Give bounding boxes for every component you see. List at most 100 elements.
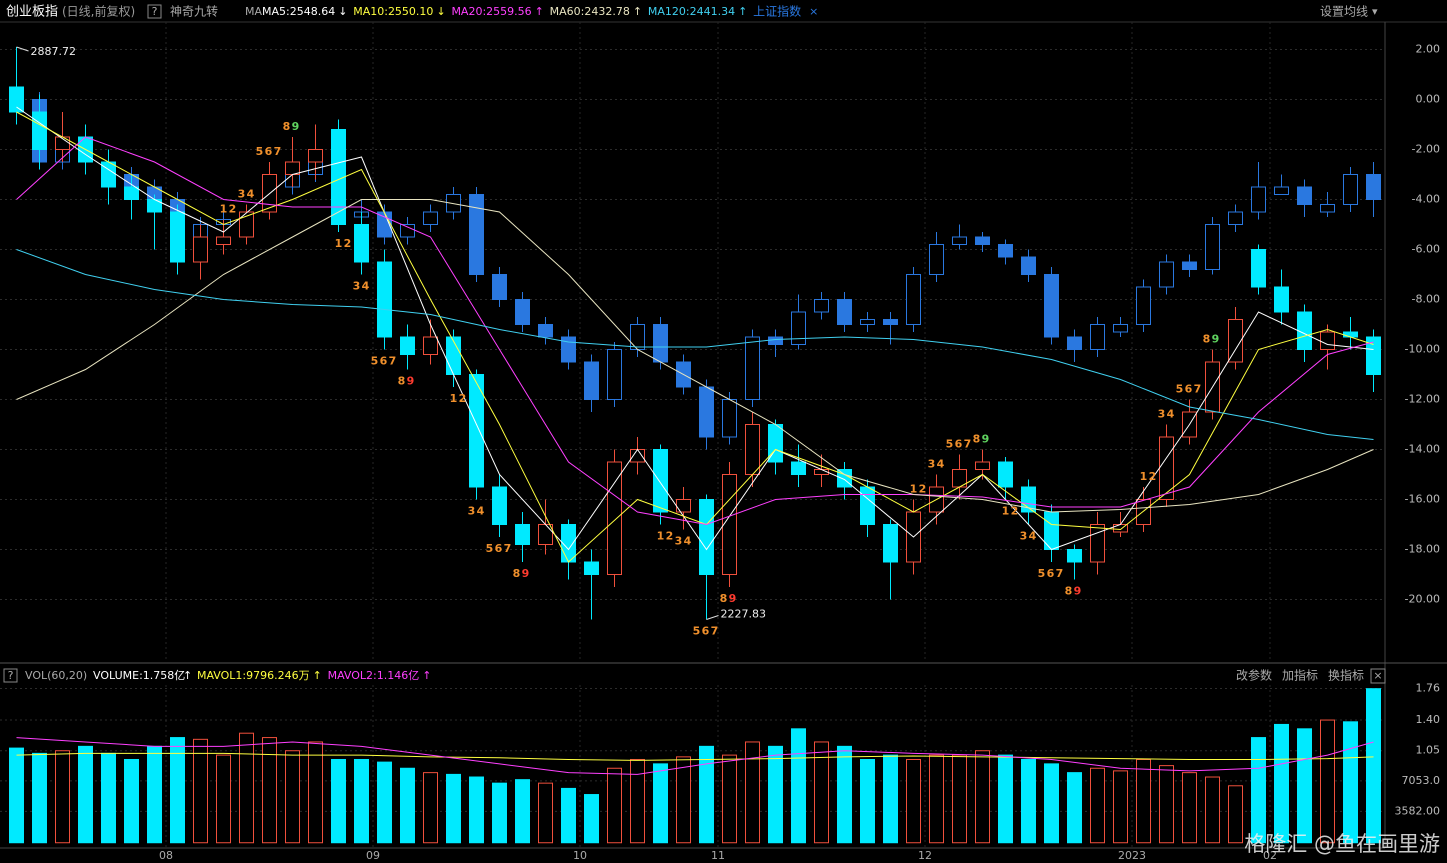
candle-body (216, 236, 231, 245)
candle-body (193, 236, 208, 263)
ma-legend: MA10:2550.10 (353, 5, 433, 18)
td-label: 7 (389, 355, 397, 368)
volume-bar (170, 737, 185, 844)
ma-line (16, 249, 1374, 440)
ma-trend: ↓ (338, 5, 347, 18)
ma-line (16, 752, 1374, 761)
ma-line (16, 136, 1374, 526)
ma-tag: MA (245, 5, 262, 18)
candle-body (745, 336, 760, 400)
candle-body (538, 524, 553, 545)
ma-line (16, 199, 1374, 513)
ma-legend: MA120:2441.34 (648, 5, 735, 18)
candle-body (400, 336, 415, 355)
ma-trend: ↓ (436, 5, 445, 18)
y-tick-label: 7053.0 (1402, 774, 1441, 787)
td-label: 3 (1020, 530, 1028, 543)
volume-bar (906, 758, 921, 844)
volume-bar (9, 747, 24, 844)
volume-line-trend: ↑ (313, 669, 322, 682)
td-label: 2 (229, 203, 237, 216)
td-label: 7 (964, 438, 972, 451)
volume-bar (101, 752, 116, 844)
volume-line-trend: ↑ (422, 669, 431, 682)
td-label: 9 (1212, 333, 1220, 346)
ma-legend: MA5:2548.64 (262, 5, 335, 18)
help-box[interactable] (3, 668, 18, 683)
candle-body (1021, 256, 1036, 275)
close-volume[interactable]: × (1373, 669, 1382, 682)
x-tick-label: 09 (366, 849, 380, 862)
volume-bar (446, 773, 461, 844)
td-label: 7 (504, 542, 512, 555)
volume-bar (952, 754, 967, 844)
volume-bar (1251, 737, 1266, 844)
td-label: 8 (973, 433, 981, 446)
candle-body (906, 274, 921, 325)
td-label: 4 (937, 458, 945, 471)
td-label: 3 (353, 280, 361, 293)
td-label: 6 (955, 438, 963, 451)
candle-body (1044, 274, 1059, 338)
close-box[interactable] (1370, 668, 1386, 684)
td-label: 4 (247, 188, 255, 201)
y-tick-label: 0.00 (1416, 93, 1441, 106)
candle-body (1297, 186, 1312, 205)
candle-body (745, 424, 760, 475)
td-label: 8 (513, 567, 521, 580)
candle-body (1159, 261, 1174, 288)
td-label: 2 (459, 392, 467, 405)
volume-bar (676, 756, 691, 844)
overlay-close[interactable]: × (809, 5, 818, 18)
volume-trend: ↑ (183, 669, 192, 682)
td-label: 3 (468, 505, 476, 518)
overlay-name[interactable]: 上证指数 (753, 4, 801, 19)
candle-body (1182, 261, 1197, 270)
volume-bar (55, 750, 70, 844)
volume-bar (1044, 763, 1059, 844)
volume-bar (814, 741, 829, 844)
candle-body (423, 211, 438, 225)
y-tick-label: -4.00 (1412, 193, 1440, 206)
help[interactable]: ? (152, 5, 158, 18)
td-label: 3 (928, 458, 936, 471)
td-label: 8 (398, 375, 406, 388)
td-label: 2 (1011, 505, 1019, 518)
panel-button[interactable]: 加指标 (1282, 668, 1318, 683)
ma-legend: MA20:2559.56 (451, 5, 531, 18)
candle-body (860, 486, 875, 525)
volume-bar (1320, 719, 1335, 844)
td-label: 4 (477, 505, 485, 518)
candle-body (1274, 186, 1289, 195)
candle-body (1343, 174, 1358, 205)
volume-bar (32, 752, 47, 844)
volume-bar (216, 754, 231, 844)
candle-body (354, 224, 369, 263)
candle-body (32, 111, 47, 150)
settings-arrow[interactable]: ▾ (1372, 5, 1378, 18)
indicator-name[interactable]: 神奇九转 (170, 4, 218, 19)
candle-body (1343, 331, 1358, 338)
candle-body (584, 361, 599, 400)
volume-bar (699, 745, 714, 844)
candle-body (722, 474, 737, 575)
panel-button[interactable]: 改参数 (1236, 668, 1272, 683)
td-label: 6 (1185, 383, 1193, 396)
help[interactable]: ? (8, 669, 14, 682)
td-label: 1 (657, 530, 665, 543)
candle-body (998, 461, 1013, 488)
volume-bar (929, 754, 944, 844)
y-tick-label: 1.40 (1416, 713, 1441, 726)
help-box[interactable] (147, 4, 162, 19)
candle-body (607, 461, 622, 575)
td-label: 8 (283, 120, 291, 133)
panel-button[interactable]: 换指标 (1328, 668, 1364, 683)
x-tick-label: 02 (1263, 849, 1277, 862)
settings[interactable]: 设置均线 (1320, 5, 1368, 19)
candle-body (469, 374, 484, 488)
candle-body (1090, 524, 1105, 563)
td-label: 6 (380, 355, 388, 368)
td-label: 4 (362, 280, 370, 293)
